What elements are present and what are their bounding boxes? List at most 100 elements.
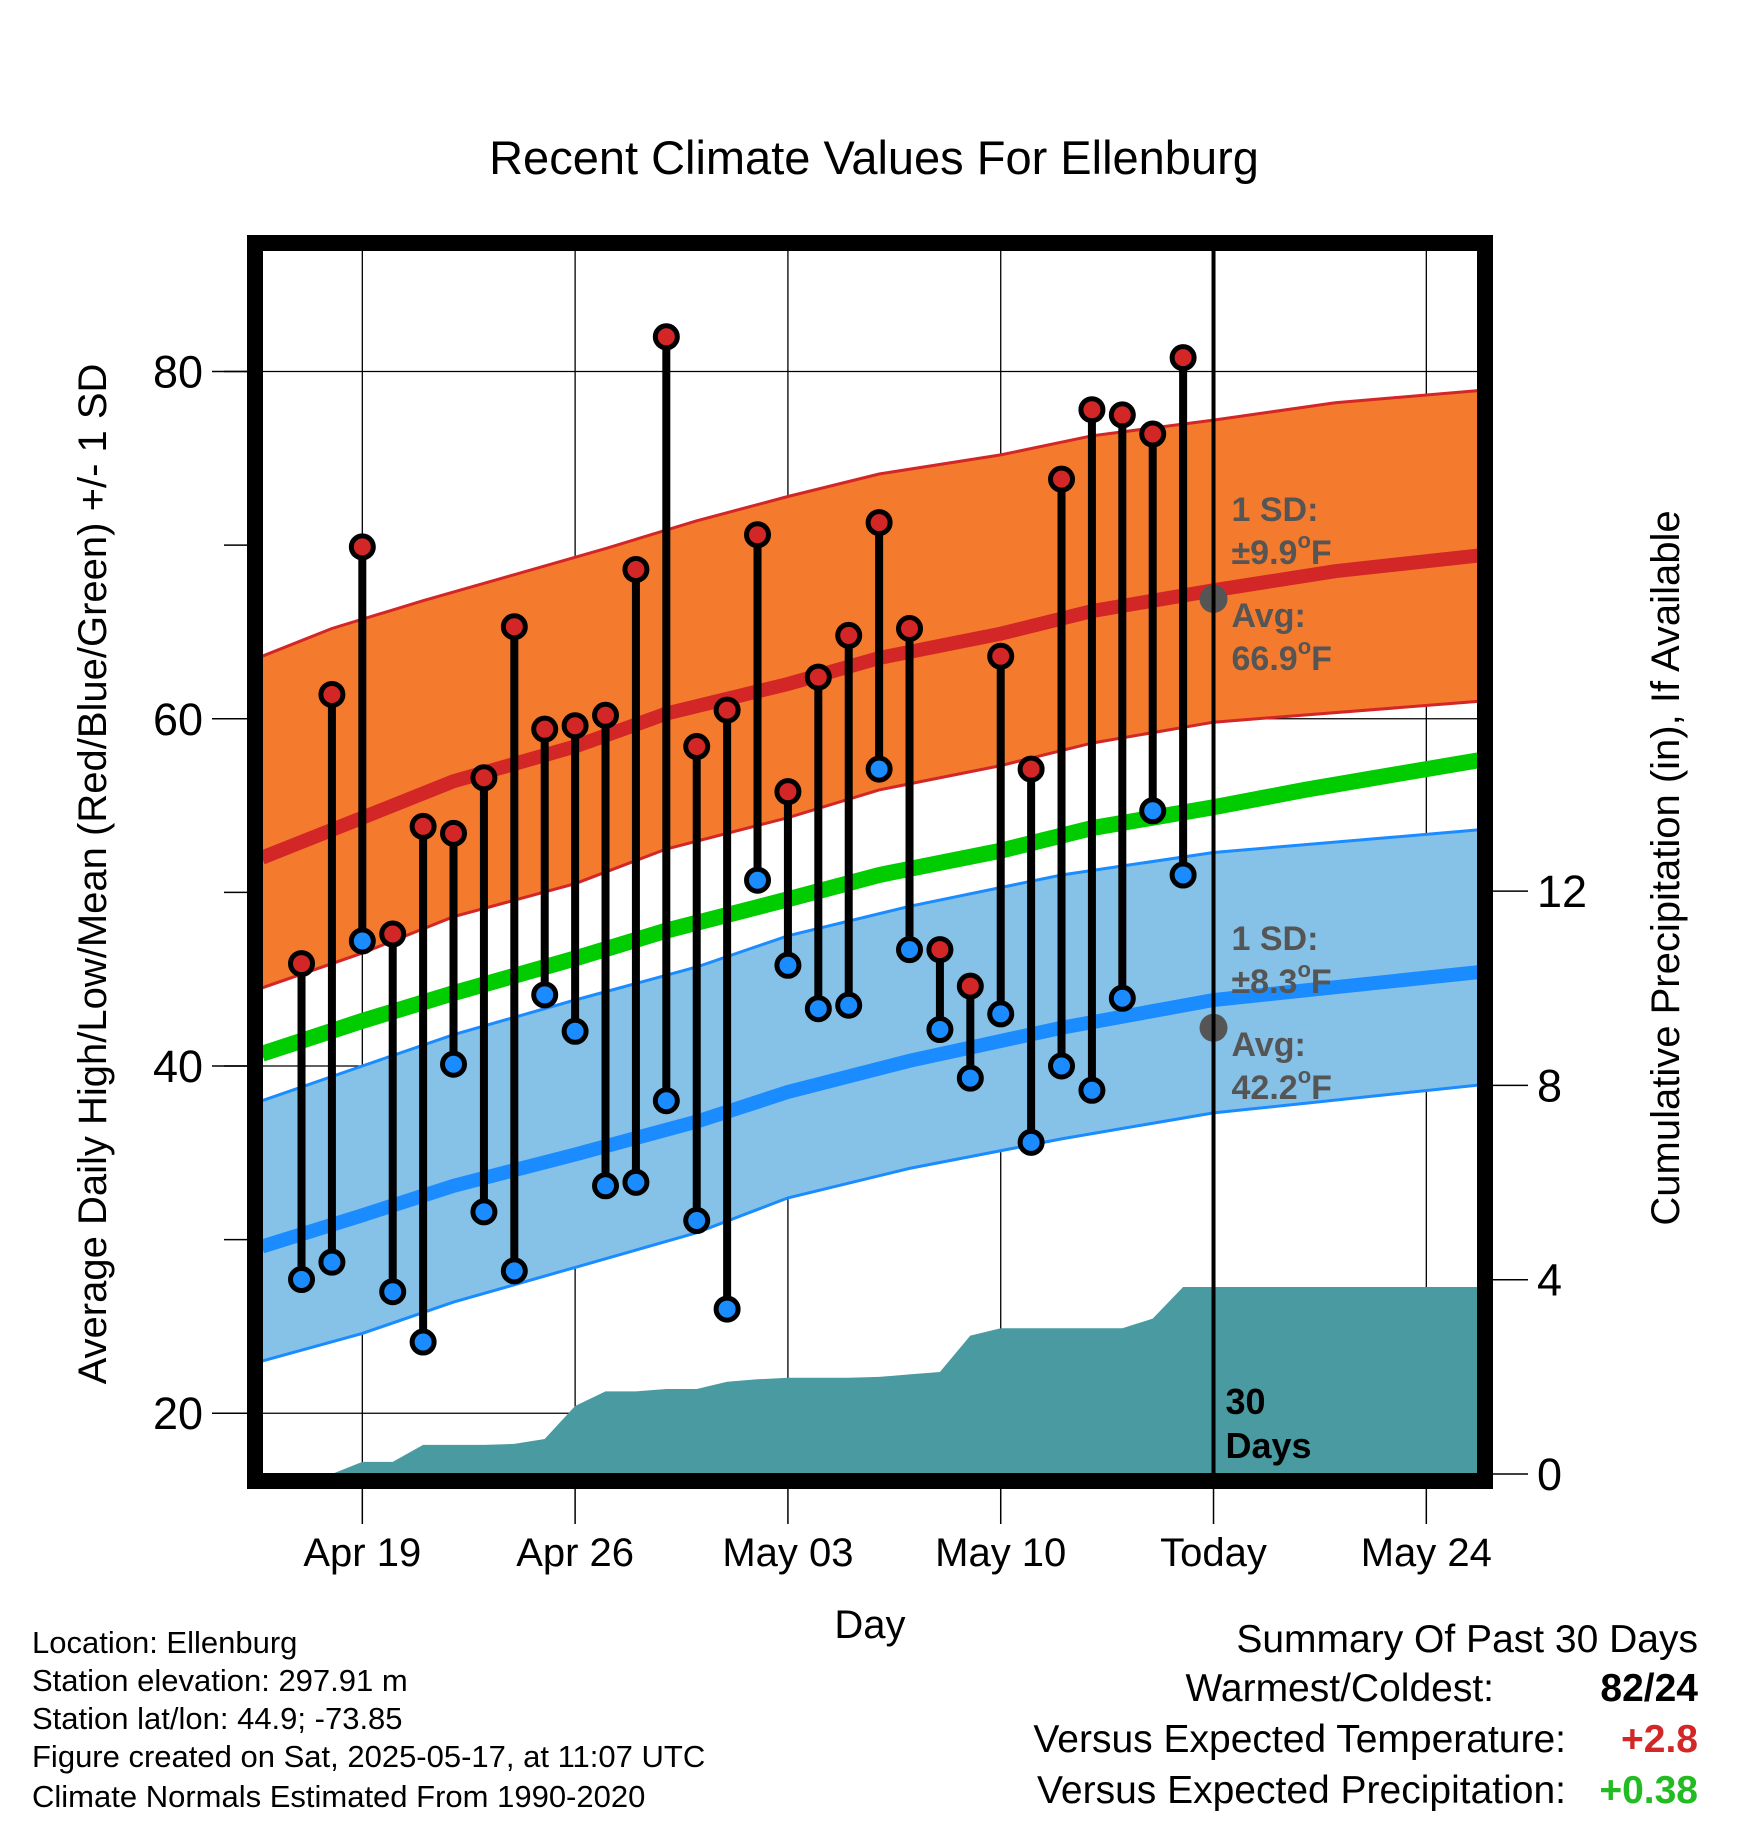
daily-high-point bbox=[409, 812, 437, 840]
left-tick-label: 40 bbox=[153, 1041, 203, 1092]
x-tick-label: May 10 bbox=[935, 1531, 1066, 1575]
normal-high-sd-band bbox=[262, 390, 1478, 988]
daily-low-point bbox=[956, 1064, 984, 1092]
x-tick-label: Apr 19 bbox=[303, 1531, 421, 1575]
daily-high-point bbox=[774, 778, 802, 806]
elevation-label: Station elevation: 297.91 m bbox=[32, 1663, 408, 1698]
daily-high-point bbox=[1108, 401, 1136, 429]
daily-high-point bbox=[1078, 396, 1106, 424]
daily-high-point bbox=[440, 819, 468, 847]
x-axis-label: Day bbox=[834, 1603, 905, 1647]
daily-high-point bbox=[987, 642, 1015, 670]
x-tick-label: Today bbox=[1160, 1531, 1267, 1575]
daily-high-point bbox=[956, 972, 984, 1000]
x-tick-label: May 24 bbox=[1361, 1531, 1492, 1575]
low-avg-annotation-line2: 42.2oF bbox=[1232, 1063, 1332, 1107]
daily-high-point bbox=[318, 680, 346, 708]
left-tick-label: 20 bbox=[153, 1388, 203, 1439]
daily-low-point bbox=[1017, 1128, 1045, 1156]
daily-high-point bbox=[379, 920, 407, 948]
left-tick-label: 80 bbox=[153, 347, 203, 398]
daily-low-point bbox=[774, 951, 802, 979]
temp-vs-expected-value: +2.8 bbox=[1621, 1718, 1698, 1761]
created-label: Figure created on Sat, 2025-05-17, at 11… bbox=[32, 1739, 706, 1774]
daily-low-point bbox=[622, 1168, 650, 1196]
daily-low-point bbox=[348, 927, 376, 955]
daily-low-point bbox=[1048, 1052, 1076, 1080]
daily-low-point bbox=[987, 1000, 1015, 1028]
plot-frame bbox=[247, 235, 1493, 1489]
right-tick-label: 8 bbox=[1537, 1060, 1562, 1111]
daily-high-point bbox=[1048, 465, 1076, 493]
daily-low-point bbox=[713, 1295, 741, 1323]
daily-low-point bbox=[1169, 861, 1197, 889]
warmest-coldest-label: Warmest/Coldest: bbox=[1185, 1667, 1494, 1710]
daily-low-point bbox=[409, 1328, 437, 1356]
daily-high-point bbox=[683, 733, 711, 761]
daily-low-point bbox=[1139, 797, 1167, 825]
chart-title: Recent Climate Values For Ellenburg bbox=[489, 131, 1259, 184]
daily-high-point bbox=[865, 509, 893, 537]
daily-low-point bbox=[561, 1017, 589, 1045]
y-axis-right-label: Cumulative Precipitation (in), If Availa… bbox=[1644, 510, 1688, 1225]
daily-high-point bbox=[592, 701, 620, 729]
daily-low-point bbox=[744, 866, 772, 894]
axes: 20 40 60 80 0 4 8 12 Apr 19 Apr 26 May 03 May 10 Tod… bbox=[71, 235, 1688, 1647]
daily-low-point bbox=[440, 1050, 468, 1078]
daily-low-point bbox=[896, 936, 924, 964]
daily-low-point bbox=[835, 991, 863, 1019]
daily-high-point bbox=[561, 712, 589, 740]
summary-title: Summary Of Past 30 Days bbox=[1236, 1618, 1698, 1661]
daily-high-point bbox=[926, 936, 954, 964]
high-sd-annotation-line2: ±9.9oF bbox=[1232, 528, 1332, 572]
daily-high-point bbox=[804, 663, 832, 691]
low-avg-annotation-line1: Avg: bbox=[1232, 1026, 1306, 1064]
daily-high-point bbox=[652, 323, 680, 351]
normal-low-upper-line bbox=[262, 828, 1478, 1103]
x-tick-label: May 03 bbox=[722, 1531, 853, 1575]
daily-high-point bbox=[1139, 420, 1167, 448]
daily-low-point bbox=[1108, 984, 1136, 1012]
latlon-label: Station lat/lon: 44.9; -73.85 bbox=[32, 1701, 403, 1736]
daily-high-point bbox=[1017, 755, 1045, 783]
warmest-coldest-value: 82/24 bbox=[1600, 1667, 1698, 1710]
normals-label: Climate Normals Estimated From 1990-2020 bbox=[32, 1779, 646, 1814]
normal-low-sd-band bbox=[262, 829, 1478, 1362]
daily-high-point bbox=[744, 521, 772, 549]
x-tick-label: Apr 26 bbox=[516, 1531, 634, 1575]
daily-low-point bbox=[288, 1266, 316, 1294]
daily-low-point bbox=[379, 1278, 407, 1306]
precip-vs-expected-label: Versus Expected Precipitation: bbox=[1037, 1769, 1566, 1812]
daily-high-point bbox=[348, 533, 376, 561]
daily-high-point bbox=[835, 621, 863, 649]
daily-low-point bbox=[500, 1257, 528, 1285]
low-sd-annotation-line1: 1 SD: bbox=[1232, 920, 1319, 958]
daily-low-point bbox=[804, 995, 832, 1023]
daily-low-point bbox=[865, 755, 893, 783]
daily-low-point bbox=[470, 1198, 498, 1226]
today-window-label-line1: 30 bbox=[1226, 1381, 1266, 1422]
temp-vs-expected-label: Versus Expected Temperature: bbox=[1033, 1718, 1566, 1761]
daily-high-point bbox=[500, 613, 528, 641]
daily-high-point bbox=[713, 696, 741, 724]
daily-low-point bbox=[531, 981, 559, 1009]
normal-low-lower-line bbox=[262, 1083, 1478, 1363]
high-avg-annotation-line1: Avg: bbox=[1232, 597, 1306, 635]
right-tick-label: 12 bbox=[1537, 866, 1587, 917]
location-label: Location: Ellenburg bbox=[32, 1625, 298, 1660]
precip-vs-expected-value: +0.38 bbox=[1599, 1769, 1698, 1812]
right-tick-label: 4 bbox=[1537, 1255, 1562, 1306]
daily-low-point bbox=[683, 1207, 711, 1235]
daily-high-point bbox=[470, 764, 498, 792]
daily-low-point bbox=[318, 1248, 346, 1276]
daily-high-point bbox=[531, 715, 559, 743]
normal-high-avg-line bbox=[262, 548, 1478, 865]
y-axis-label: Average Daily High/Low/Mean (Red/Blue/Gr… bbox=[71, 364, 115, 1385]
daily-low-point bbox=[652, 1087, 680, 1115]
normal-low-avg-line bbox=[262, 965, 1478, 1254]
low-sd-annotation-line2: ±8.3oF bbox=[1232, 957, 1332, 1001]
daily-high-point bbox=[1169, 344, 1197, 372]
